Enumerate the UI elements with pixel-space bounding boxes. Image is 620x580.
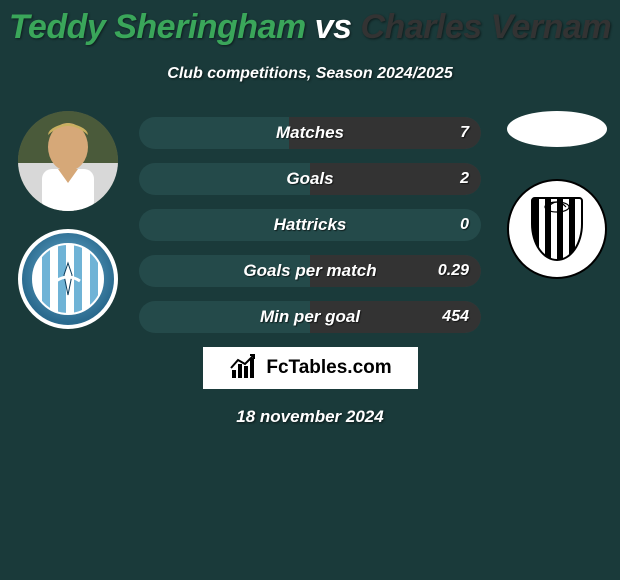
- player1-name: Teddy Sheringham: [9, 8, 306, 46]
- stat-bar: Hattricks0: [139, 209, 481, 241]
- stat-bar: Goals per match0.29: [139, 255, 481, 287]
- player2-club-badge: [507, 179, 607, 279]
- player1-club-badge: [18, 229, 118, 329]
- page-title: Teddy Sheringham vs Charles Vernam: [0, 0, 620, 47]
- comparison-content: Matches7 Goals2 Hattricks0 Goals per match0…: [0, 111, 620, 427]
- stat-value-right: 2: [460, 170, 469, 188]
- stat-bar: Goals2: [139, 163, 481, 195]
- player2-column: [502, 111, 612, 279]
- player1-photo: [18, 111, 118, 211]
- stat-value-right: 0.29: [438, 262, 469, 280]
- vs-text: vs: [306, 8, 361, 46]
- player1-column: [8, 111, 128, 329]
- watermark-text: FcTables.com: [266, 357, 391, 379]
- stat-value-right: 7: [460, 124, 469, 142]
- chart-icon: [228, 352, 260, 385]
- stat-bar: Matches7: [139, 117, 481, 149]
- stat-value-right: 0: [460, 216, 469, 234]
- subtitle: Club competitions, Season 2024/2025: [0, 65, 620, 83]
- watermark[interactable]: FcTables.com: [203, 347, 418, 389]
- stat-value-right: 454: [442, 308, 469, 326]
- date-text: 18 november 2024: [0, 407, 620, 427]
- stats-bars: Matches7 Goals2 Hattricks0 Goals per match0…: [139, 111, 481, 333]
- player2-name: Charles Vernam: [360, 8, 611, 46]
- player2-photo-placeholder: [507, 111, 607, 147]
- stat-bar: Min per goal454: [139, 301, 481, 333]
